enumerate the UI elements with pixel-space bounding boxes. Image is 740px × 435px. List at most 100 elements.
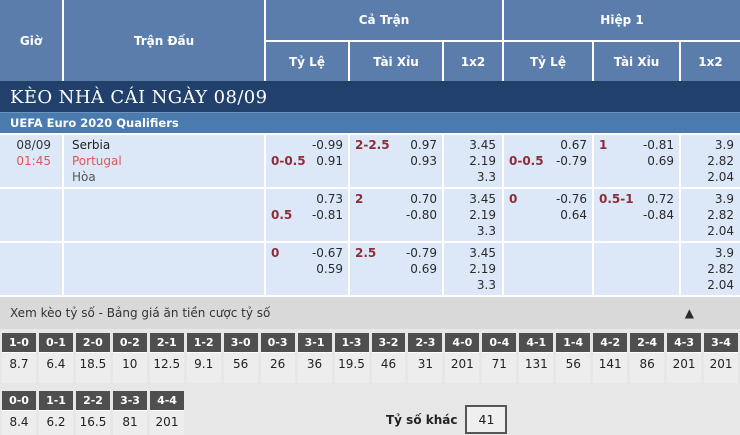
score-grid-row2-wrap: 0-0 8.4 1-1 6.2 2-2 16.5 3-3 81 4-4 201 Tỷ số khá… <box>0 391 740 435</box>
score-column: 3-1 36 <box>297 333 332 383</box>
score-label: 3-1 <box>297 333 332 352</box>
odds-value[interactable]: 0.69 <box>647 154 674 168</box>
odds-value[interactable]: -0.67 <box>311 246 343 260</box>
score-odds-value[interactable]: 201 <box>667 353 702 383</box>
odds-value[interactable]: 0.91 <box>316 154 343 168</box>
odds-value[interactable]: 3.3 <box>476 224 496 238</box>
score-odds-value[interactable]: 10 <box>112 353 147 383</box>
score-odds-value[interactable]: 201 <box>150 411 184 435</box>
odds-value[interactable]: 0.97 <box>410 138 437 152</box>
score-odds-value[interactable]: 16.5 <box>76 411 110 435</box>
score-odds-value[interactable]: 56 <box>556 353 591 383</box>
odds-value[interactable]: 0.72 <box>647 192 674 206</box>
h1-overunder-cell <box>594 243 679 295</box>
score-odds-value[interactable]: 81 <box>113 411 147 435</box>
odds-value[interactable]: 0.59 <box>316 262 343 276</box>
score-odds-value[interactable]: 201 <box>704 353 738 383</box>
odds-value[interactable]: 3.3 <box>476 278 496 292</box>
score-odds-value[interactable]: 12.5 <box>149 353 184 383</box>
odds-value[interactable]: 3.3 <box>476 170 496 184</box>
score-odds-value[interactable]: 36 <box>297 353 332 383</box>
score-column: 1-4 56 <box>556 333 591 383</box>
score-label: 1-0 <box>2 333 36 352</box>
score-odds-value[interactable]: 6.2 <box>39 411 73 435</box>
odds-value[interactable]: -0.84 <box>642 208 674 222</box>
odds-value[interactable]: -0.80 <box>405 208 437 222</box>
score-odds-value[interactable]: 9.1 <box>186 353 221 383</box>
odds-value[interactable]: 3.9 <box>714 192 734 206</box>
odds-value[interactable]: -0.79 <box>555 154 587 168</box>
score-column: 1-1 6.2 <box>39 391 73 435</box>
odds-value[interactable]: 3.45 <box>469 192 496 206</box>
odds-value[interactable]: 2.19 <box>469 154 496 168</box>
score-label: 0-2 <box>112 333 147 352</box>
score-odds-value[interactable]: 86 <box>630 353 665 383</box>
odds-value[interactable]: 3.9 <box>714 246 734 260</box>
odds-value[interactable]: 2.82 <box>707 154 734 168</box>
odds-value[interactable]: -0.81 <box>311 208 343 222</box>
match-teams-cell <box>64 189 264 241</box>
header-1x2-ct: 1x2 <box>444 42 502 81</box>
score-label: 3-2 <box>371 333 406 352</box>
league-bar[interactable]: UEFA Euro 2020 Qualifiers <box>0 112 740 133</box>
score-odds-value[interactable]: 19.5 <box>334 353 369 383</box>
score-column: 2-0 18.5 <box>75 333 110 383</box>
score-section-bar[interactable]: Xem kèo tỷ số - Bảng giá ăn tiền cược tỷ… <box>0 297 740 329</box>
handicap-value: 1 <box>599 138 608 152</box>
ft-1x2-cell: 3.45 2.19 3.3 <box>444 243 502 295</box>
odds-value[interactable]: -0.76 <box>555 192 587 206</box>
score-label: 0-3 <box>260 333 295 352</box>
collapse-arrow-icon[interactable]: ▲ <box>684 306 694 320</box>
score-label: 3-3 <box>113 391 147 410</box>
match-teams-cell: Serbia Portugal Hòa <box>64 135 264 187</box>
other-score-value[interactable]: 41 <box>465 405 508 434</box>
score-odds-value[interactable]: 8.4 <box>2 411 36 435</box>
score-grid-row1: 1-0 8.7 0-1 6.4 2-0 18.5 0-2 10 2-1 12.5 1-2 9.1 3-0… <box>0 329 740 383</box>
h1-overunder-cell: 0.5-1 0.72 -0.84 <box>594 189 679 241</box>
score-column: 0-4 71 <box>482 333 517 383</box>
odds-value[interactable]: 2.19 <box>469 208 496 222</box>
score-column: 1-3 19.5 <box>334 333 369 383</box>
score-odds-value[interactable]: 71 <box>482 353 517 383</box>
score-odds-value[interactable]: 131 <box>519 353 554 383</box>
odds-value[interactable]: 3.9 <box>714 138 734 152</box>
odds-value[interactable]: 2.82 <box>707 208 734 222</box>
odds-value[interactable]: 2.04 <box>707 278 734 292</box>
score-odds-value[interactable]: 141 <box>593 353 628 383</box>
score-odds-value[interactable]: 26 <box>260 353 295 383</box>
odds-value[interactable]: -0.79 <box>405 246 437 260</box>
ft-overunder-cell: 2 0.70 -0.80 <box>350 189 442 241</box>
score-odds-value[interactable]: 31 <box>408 353 443 383</box>
odds-value[interactable]: 0.69 <box>410 262 437 276</box>
score-column: 3-2 46 <box>371 333 406 383</box>
odds-value[interactable]: 0.64 <box>560 208 587 222</box>
odds-value[interactable]: 2.19 <box>469 262 496 276</box>
score-odds-value[interactable]: 6.4 <box>38 353 73 383</box>
odds-value[interactable]: 0.73 <box>316 192 343 206</box>
odds-value[interactable]: 0.70 <box>410 192 437 206</box>
odds-value[interactable]: 0.67 <box>560 138 587 152</box>
score-odds-value[interactable]: 8.7 <box>2 353 36 383</box>
odds-value[interactable]: 3.45 <box>469 246 496 260</box>
match-teams-cell <box>64 243 264 295</box>
ft-handicap-cell: 0.73 0.5 -0.81 <box>266 189 348 241</box>
odds-value[interactable]: 2.04 <box>707 170 734 184</box>
odds-value[interactable]: -0.81 <box>642 138 674 152</box>
score-column: 1-2 9.1 <box>186 333 221 383</box>
odds-value[interactable]: 0.93 <box>410 154 437 168</box>
score-column: 3-4 201 <box>704 333 738 383</box>
score-odds-value[interactable]: 56 <box>223 353 258 383</box>
score-odds-value[interactable]: 18.5 <box>75 353 110 383</box>
score-label: 1-3 <box>334 333 369 352</box>
odds-value[interactable]: 3.45 <box>469 138 496 152</box>
header-match: Trận Đấu <box>64 0 264 81</box>
score-column: 4-3 201 <box>667 333 702 383</box>
odds-value[interactable]: 2.82 <box>707 262 734 276</box>
score-odds-value[interactable]: 201 <box>445 353 480 383</box>
ft-handicap-cell: -0.99 0-0.5 0.91 <box>266 135 348 187</box>
odds-value[interactable]: 2.04 <box>707 224 734 238</box>
odds-value[interactable]: -0.99 <box>311 138 343 152</box>
odds-table-header: Giờ Trận Đấu Cả Trận Hiệp 1 Tỷ Lệ Tài Xỉ… <box>0 0 740 83</box>
score-odds-value[interactable]: 46 <box>371 353 406 383</box>
score-column: 2-2 16.5 <box>76 391 110 435</box>
